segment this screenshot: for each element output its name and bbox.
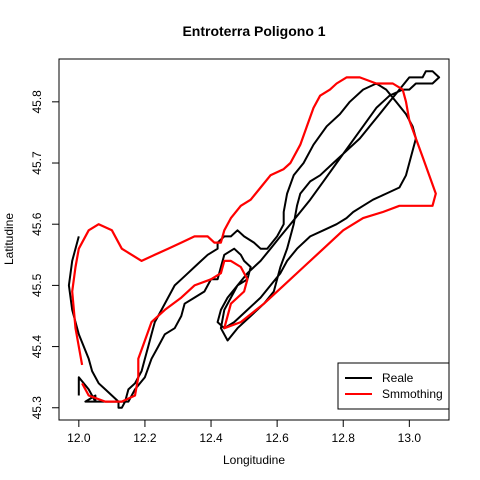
legend-label: Smmothing [382,387,443,401]
x-tick-label: 12.4 [199,431,223,445]
y-axis-label: Latitudine [2,213,16,265]
y-tick-label: 45.7 [30,151,44,175]
x-axis: 12.0 12.2 12.4 12.6 12.8 13.0 [67,419,422,445]
series-line-reale [67,70,441,409]
y-tick-label: 45.5 [30,273,44,297]
y-axis: 45.3 45.4 45.5 45.6 45.7 45.8 [30,90,60,420]
x-tick-label: 12.0 [67,431,91,445]
legend-label: Reale [382,371,414,385]
legend: Reale Smmothing [337,362,450,410]
x-tick-label: 12.6 [265,431,289,445]
x-tick-label: 13.0 [398,431,422,445]
x-tick-label: 12.2 [133,431,157,445]
y-tick-label: 45.4 [30,335,44,359]
x-tick-label: 12.8 [332,431,356,445]
series-line-smmothing [71,76,437,403]
series-layer [67,70,441,409]
y-tick-label: 45.6 [30,212,44,236]
chart-title: Entroterra Poligono 1 [182,23,325,39]
y-tick-label: 45.8 [30,90,44,114]
legend-box [337,362,450,410]
y-tick-label: 45.3 [30,396,44,420]
x-axis-label: Longitudine [223,453,285,467]
